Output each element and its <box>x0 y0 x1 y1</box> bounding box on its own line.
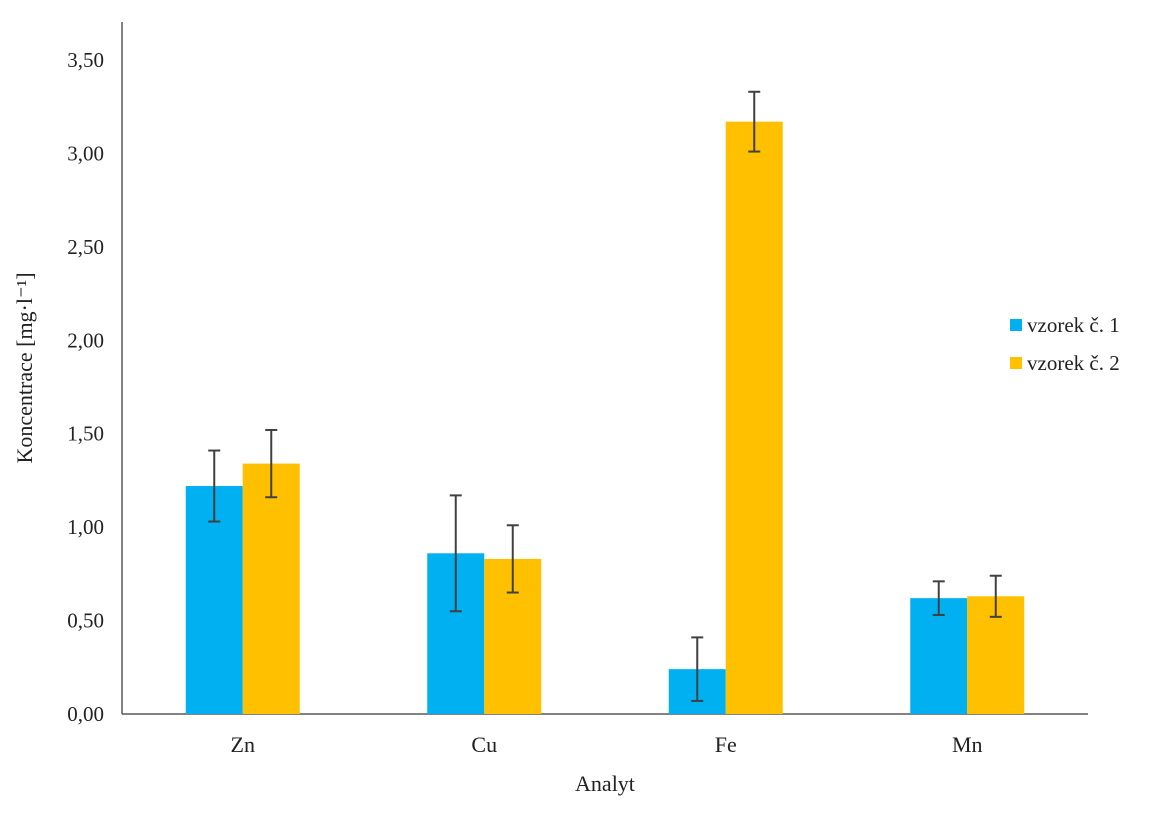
y-tick-label: 1,00 <box>67 515 104 539</box>
error-bar-cu-series-2 <box>506 524 519 594</box>
y-tick-label: 0,50 <box>67 609 104 633</box>
legend-swatch <box>1010 357 1022 369</box>
x-tick-label: Fe <box>715 732 737 757</box>
error-bar-fe-series-1 <box>691 636 704 702</box>
bars <box>185 121 1025 715</box>
bar-fe-series-2 <box>725 121 783 715</box>
legend: vzorek č. 1 vzorek č. 2 <box>1010 313 1120 375</box>
legend-swatch <box>1010 319 1022 331</box>
legend-label: vzorek č. 2 <box>1027 351 1120 375</box>
bar-zn-series-1 <box>185 486 243 714</box>
error-bar-zn-series-1 <box>208 449 221 523</box>
y-axis-title: Koncentrace [mg·l⁻¹] <box>12 272 37 463</box>
error-bars <box>208 90 1002 702</box>
x-axis-title: Analyt <box>575 771 635 796</box>
error-bar-cu-series-1 <box>449 494 462 613</box>
y-tick-label: 3,00 <box>67 141 104 165</box>
x-tick-labels: Zn Cu Fe Mn <box>231 732 983 757</box>
y-tick-label: 2,50 <box>67 235 104 259</box>
error-bar-fe-series-2 <box>748 90 761 153</box>
legend-label: vzorek č. 1 <box>1027 313 1120 337</box>
x-tick-label: Cu <box>471 732 497 757</box>
y-tick-label: 2,00 <box>67 328 104 352</box>
error-bar-mn-series-1 <box>932 580 945 616</box>
x-tick-label: Zn <box>231 732 255 757</box>
y-tick-labels: 0,00 0,50 1,00 1,50 2,00 2,50 3,00 3,50 <box>67 48 104 726</box>
y-tick-label: 0,00 <box>67 702 104 726</box>
bar-zn-series-2 <box>242 463 300 714</box>
error-bar-mn-series-2 <box>989 574 1002 618</box>
x-tick-label: Mn <box>952 732 983 757</box>
y-tick-label: 3,50 <box>67 48 104 72</box>
y-tick-label: 1,50 <box>67 422 104 446</box>
error-bar-zn-series-2 <box>265 428 278 499</box>
bar-mn-series-1 <box>910 598 968 714</box>
